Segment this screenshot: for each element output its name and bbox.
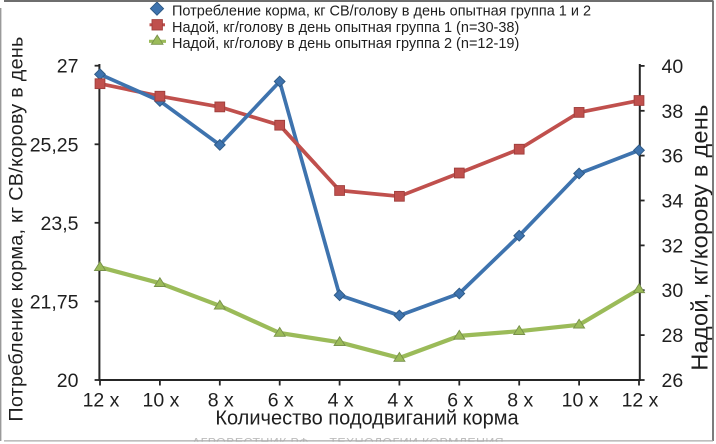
svg-text:6 x: 6 x [268,390,294,412]
svg-text:12 x: 12 x [622,390,659,412]
svg-text:Надой, кг/голову в день опытна: Надой, кг/голову в день опытная группа 2… [172,36,519,52]
svg-text:12 x: 12 x [83,390,120,412]
svg-text:38: 38 [662,101,684,123]
svg-text:27: 27 [57,56,79,78]
svg-text:Потребление корма, кг СВ/коров: Потребление корма, кг СВ/корову в день [6,36,28,421]
svg-text:26: 26 [662,370,684,392]
svg-text:10 x: 10 x [562,390,599,412]
svg-text:25,25: 25,25 [30,134,79,156]
svg-text:21,75: 21,75 [30,291,79,313]
svg-text:32: 32 [662,235,684,257]
svg-text:6 x: 6 x [447,390,473,412]
svg-text:30: 30 [662,280,684,302]
svg-text:10 x: 10 x [142,390,179,412]
svg-text:34: 34 [662,191,684,213]
svg-text:36: 36 [662,146,684,168]
svg-text:20: 20 [57,370,79,392]
svg-text:Надой, кг/корову в день: Надой, кг/корову в день [687,104,713,370]
svg-text:28: 28 [662,325,684,347]
svg-text:8 x: 8 x [507,390,533,412]
svg-text:8 x: 8 x [208,390,234,412]
svg-text:АГРОВЕСТНИК РФ — ТЕХНОЛОГИИ КО: АГРОВЕСТНИК РФ — ТЕХНОЛОГИИ КОРМЛЕНИЯ [192,436,504,444]
svg-text:4 x: 4 x [387,390,413,412]
svg-text:23,5: 23,5 [41,213,79,235]
svg-text:Надой, кг/голову в день опытна: Надой, кг/голову в день опытная группа 1… [172,20,519,36]
svg-text:40: 40 [662,56,684,78]
svg-text:Потребление корма, кг СВ/голов: Потребление корма, кг СВ/голову в день о… [172,3,591,19]
svg-text:4 x: 4 x [328,390,354,412]
svg-text:Количество пододвиганий корма: Количество пододвиганий корма [215,408,519,430]
